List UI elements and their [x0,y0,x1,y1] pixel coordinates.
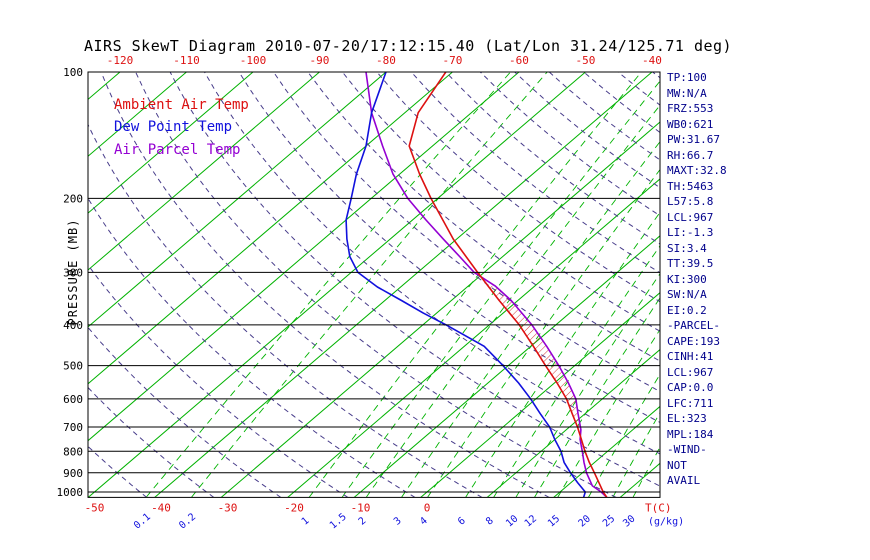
air-parcel-temp-curve [365,72,608,498]
stat-line: SW:N/A [667,288,707,301]
top-temp-tick-label: -60 [509,54,529,67]
stat-line: TP:100 [667,71,707,84]
mixing-ratio-tick-label: 4 [418,515,430,527]
stat-line: -WIND- [667,443,707,456]
stat-line: CAPE:193 [667,334,720,348]
stat-line: AVAIL [667,474,701,487]
stat-line: EL:323 [667,412,707,425]
bottom-temp-tick-label: -40 [151,501,171,514]
mixing-ratio-tick-label: 6 [456,515,468,527]
stat-line: RH:66.7 [667,148,714,162]
dew-point-temp-curve [345,72,587,498]
stat-line: FRZ:553 [667,102,714,115]
mixing-ratio-tick-label: 20 [577,513,593,529]
pressure-tick-label: 700 [63,421,83,434]
pressure-tick-label: 300 [63,266,83,279]
pressure-tick-label: 1000 [57,486,84,499]
pressure-tick-label: 400 [63,319,83,332]
stat-line: NOT [667,458,687,472]
mixing-ratio-tick-label: 12 [523,513,539,529]
stat-line: SI:3.4 [667,241,707,255]
pressure-tick-label: 200 [63,192,83,205]
pressure-tick-label: 500 [63,360,83,373]
stat-line: -PARCEL- [667,319,720,332]
bottom-temp-tick-label: -20 [284,501,304,514]
legend-air-parcel-temp: Air Parcel Temp [114,142,241,158]
top-temp-tick-label: -80 [376,54,396,67]
stats-panel: TP:100 MW:N/A FRZ:553 WB0:621 PW:31.67 RH:66.… [667,70,727,489]
mixing-ratio-tick-label: 25 [601,513,617,529]
mixing-ratio-tick-label: 10 [504,513,520,529]
pressure-tick-label: 900 [63,467,83,480]
stat-line: CAP:0.0 [667,381,714,394]
mixing-ratio-tick-label: 1.5 [328,511,349,531]
pressure-tick-label: 800 [63,445,83,458]
pressure-tick-label: 600 [63,393,83,406]
top-temp-tick-label: -70 [443,54,463,67]
mixing-ratio-tick-label: 0.2 [177,511,198,531]
stat-line: EI:0.2 [667,303,707,317]
plot-background [88,72,660,498]
pressure-tick-label: 100 [63,66,83,79]
stat-line: MAXT:32.8 [667,164,727,177]
stat-line: TT:39.5 [667,257,714,270]
stat-line: PW:31.67 [667,133,720,146]
bottom-temp-tick-label: -30 [218,501,238,514]
top-temp-tick-label: -100 [240,54,267,67]
mixing-ratio-tick-label: 30 [621,513,637,529]
stat-line: CINH:41 [667,350,714,363]
stat-line: MW:N/A [667,86,707,100]
bottom-temp-tick-label: -50 [85,501,105,514]
bottom-temp-tick-label: 0 [424,501,431,514]
stat-line: LI:-1.3 [667,226,714,239]
top-temp-tick-label: -90 [310,54,330,67]
mixing-ratio-tick-label: 15 [546,513,562,529]
mixing-ratio-tick-label: 0.1 [132,511,153,531]
stat-line: MPL:184 [667,427,714,441]
legend-ambient-air-temp: Ambient Air Temp [114,97,249,113]
chart-title: AIRS SkewT Diagram 2010-07-20/17:12:15.4… [84,37,733,55]
stat-line: LFC:711 [667,396,714,410]
top-temp-tick-label: -40 [642,54,662,67]
bottom-temp-tick-label: -10 [351,501,371,514]
top-temp-tick-label: -120 [107,54,134,67]
plot-frame [87,71,661,498]
stat-line: LCL:967 [667,210,714,224]
ambient-air-temp-curve [408,72,608,498]
temp-unit-label: T(C) [645,501,672,514]
mixing-ratio-tick-label: 3 [392,515,404,527]
stat-line: L57:5.8 [667,195,714,208]
mixing-ratio-unit-label: (g/kg) [648,516,684,527]
stat-line: WB0:621 [667,117,714,131]
mixing-ratio-tick-label: 1 [300,515,312,527]
legend-dew-point-temp: Dew Point Temp [114,119,233,135]
stat-line: TH:5463 [667,179,714,193]
top-temp-tick-label: -50 [576,54,596,67]
top-temp-tick-label: -110 [173,54,200,67]
stat-line: KI:300 [667,272,707,286]
stat-line: LCL:967 [667,365,714,379]
mixing-ratio-tick-label: 8 [484,515,496,527]
mixing-ratio-tick-label: 2 [357,515,369,527]
cape-hatch-region [488,285,581,430]
pressure-axis-label: PRESSURE (MB) [66,218,80,326]
